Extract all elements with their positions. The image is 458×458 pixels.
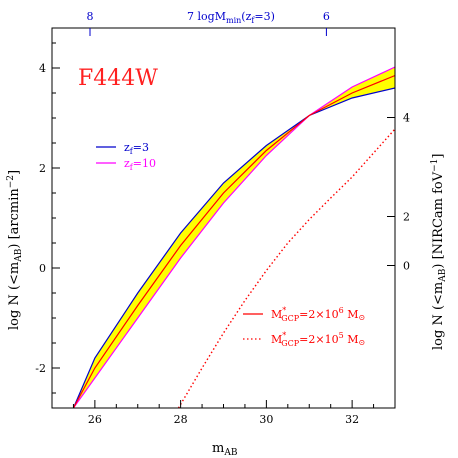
y-tick-label-left: -2 (35, 362, 46, 375)
line-zf10 (72, 66, 395, 408)
y-tick-label-right: 4 (403, 112, 410, 125)
legend-mgcp-2e6: M* GCP=2×106 M⊙ (243, 306, 365, 323)
legend-bottom: M* GCP=2×106 M⊙ M* GCP=2×105 M⊙ (243, 306, 365, 348)
axis-ticks: 26 28 30 32 -2 0 2 4 0 2 4 8 6 (35, 10, 410, 426)
x-tick-label: 32 (345, 413, 359, 426)
legend-zf10: zf=10 (96, 157, 156, 172)
y-tick-label-right: 2 (403, 211, 410, 224)
legend-mgcp-2e5: M* GCP=2×105 M⊙ (243, 331, 365, 348)
legend-zf3: zf=3 (96, 141, 149, 156)
x-tick-label: 26 (88, 413, 102, 426)
legend-top: zf=3zf=10 (96, 141, 156, 172)
y-tick-label-left: 0 (39, 262, 46, 275)
y-tick-label-left: 2 (39, 162, 46, 175)
top-tick-label: 6 (323, 10, 330, 23)
top-axis-title: 7 logMmin(zf=3) (187, 10, 275, 25)
series-lines (72, 66, 395, 408)
x-tick-label: 28 (174, 413, 188, 426)
y-tick-label-left: 4 (39, 62, 46, 75)
line-mgcp-2e5 (177, 128, 395, 408)
band-fill (73, 67, 395, 408)
legend-zf3-label: zf=3 (124, 141, 149, 156)
x-tick-label: 30 (259, 413, 273, 426)
top-tick-label: 8 (87, 10, 94, 23)
x-axis-title: mAB (212, 441, 238, 458)
legend-zf10-label: zf=10 (124, 157, 156, 172)
y-tick-label-right: 0 (403, 260, 410, 273)
filter-annotation: F444W (78, 66, 158, 91)
legend-mgcp-2e5-label: M* GCP=2×105 M⊙ (271, 331, 365, 348)
yellow-range-band (73, 67, 395, 408)
legend-mgcp-2e6-label: M* GCP=2×106 M⊙ (271, 306, 365, 323)
y-axis-title-left: log N (<mAB) [arcmin−2] (6, 170, 24, 330)
y-axis-title-right: log N (<mAB) [NIRCam foV−1] (430, 154, 448, 351)
line-mgcp-2e6 (72, 74, 395, 408)
line-zf3 (72, 87, 395, 408)
